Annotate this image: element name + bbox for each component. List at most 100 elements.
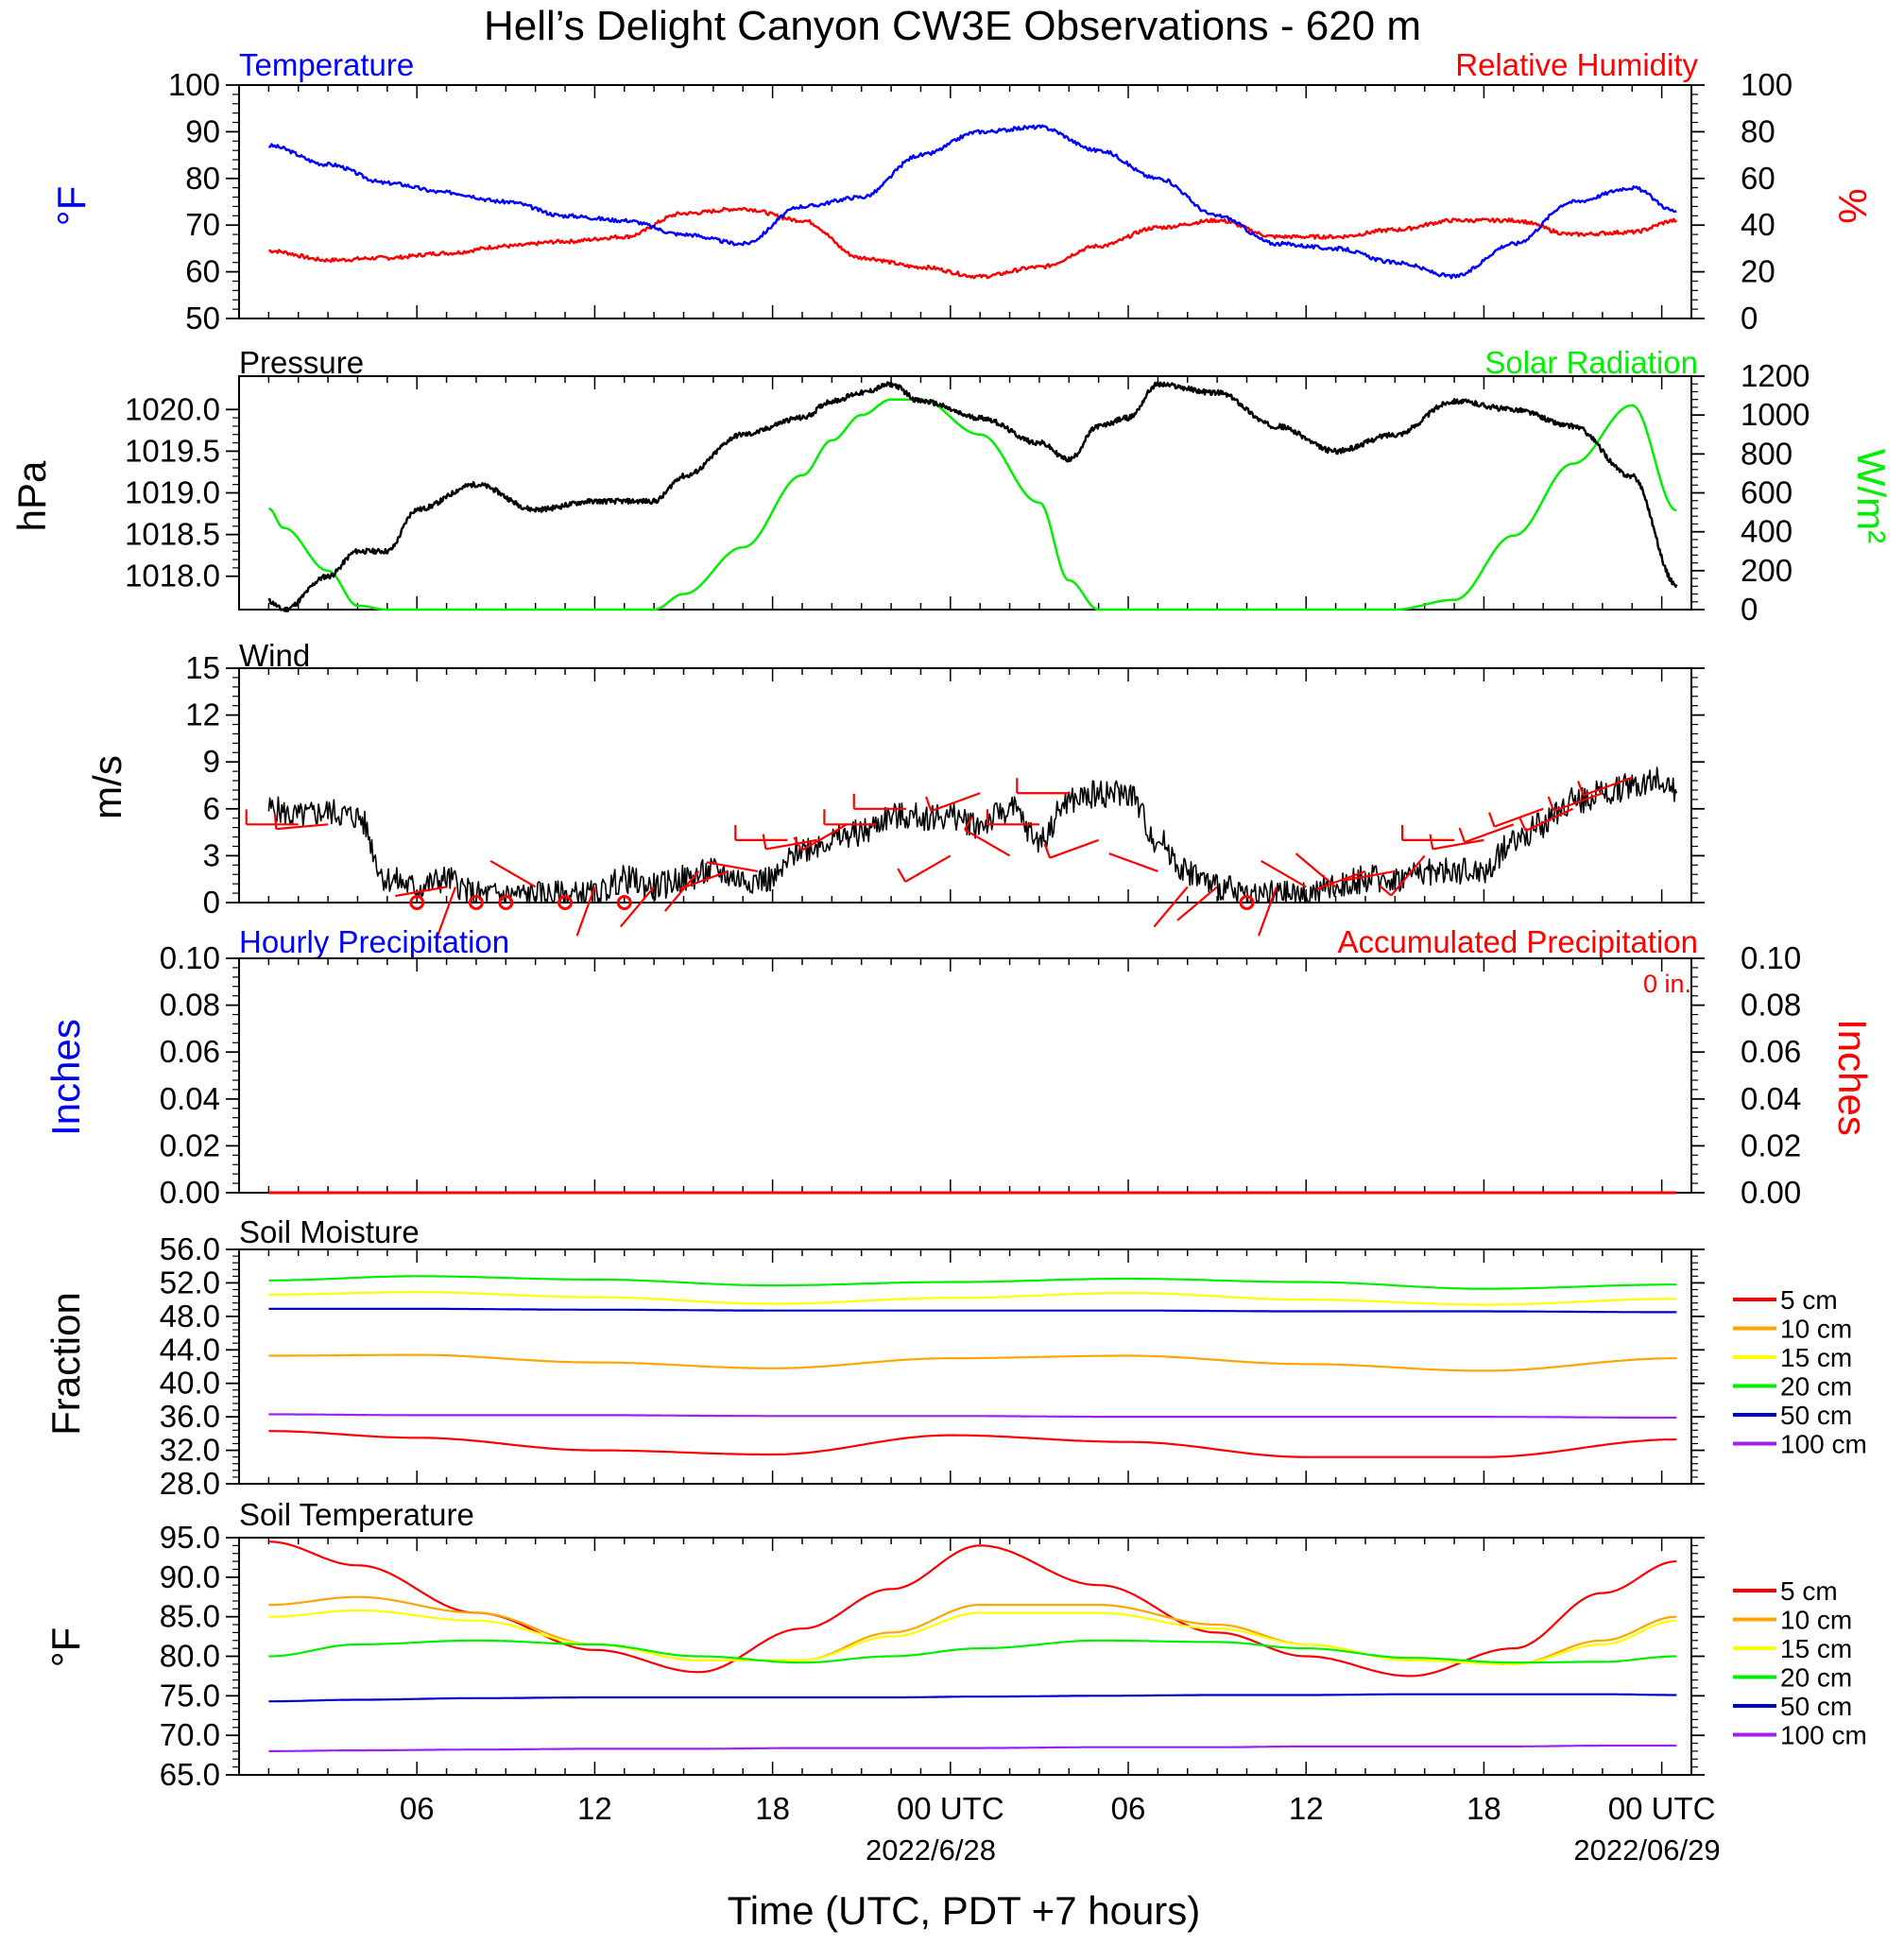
calm-marker — [498, 895, 514, 910]
y-tick-label: 0.08 — [1741, 988, 1801, 1023]
y-tick-label: 1019.0 — [125, 475, 220, 510]
wind-barb — [1343, 869, 1396, 882]
wind-plot: 15 12 9 6 3 0 — [185, 650, 1705, 937]
plot-frame — [238, 957, 1692, 1194]
soil-temperature-line — [268, 1541, 1677, 1678]
accum-precip-label: Accumulated Precipitation — [1337, 924, 1698, 959]
soil-moisture-label: Soil Moisture — [239, 1214, 420, 1249]
solar-axis-title: W/m² — [1849, 449, 1894, 543]
accum-precip-axis-title: Inches — [1830, 1019, 1875, 1136]
wind-barb-flag — [1043, 843, 1052, 859]
y-tick-label: 0.06 — [160, 1034, 220, 1069]
plot-frame — [238, 667, 1692, 904]
soil-moisture-axis-title: Fraction — [43, 1292, 88, 1436]
wind-barb — [663, 870, 700, 912]
y-tick-label: 0.00 — [160, 1175, 220, 1210]
wind-barb-flag — [1577, 781, 1585, 796]
wind-barb — [575, 886, 596, 937]
y-tick-label: 0.08 — [160, 988, 220, 1023]
y-tick-label: 60 — [185, 254, 220, 289]
soil-temperature-axis-title: °F — [43, 1627, 88, 1667]
y-tick-label: 20 — [1741, 254, 1775, 289]
x-tick-label: 00 UTC — [1608, 1791, 1716, 1826]
y-tick-label: 90.0 — [160, 1559, 220, 1594]
solar-line — [268, 398, 1677, 611]
pressure-label: Pressure — [239, 345, 364, 380]
wind-panel: Wind m/s 15 12 9 6 3 0 — [85, 638, 1705, 937]
calm-marker — [468, 895, 484, 910]
wind-barb-flag — [273, 814, 278, 830]
wind-barb-flag — [1458, 827, 1467, 843]
soil-moisture-line — [268, 1430, 1677, 1458]
y-tick-label: 80.0 — [160, 1639, 220, 1674]
wind-barb — [1295, 852, 1337, 888]
y-tick-label: 0.06 — [1741, 1034, 1801, 1069]
temperature-label: Temperature — [239, 47, 414, 82]
y-tick-label: 80 — [185, 161, 220, 196]
legend-label: 5 cm — [1780, 1576, 1838, 1606]
wind-barb-flag — [1518, 817, 1527, 832]
y-tick-label: 85.0 — [160, 1599, 220, 1634]
y-tick-label: 36.0 — [160, 1399, 220, 1434]
soil-temperature-line — [268, 1609, 1677, 1665]
y-tick-label: 100 — [168, 67, 220, 102]
wind-barb — [1552, 792, 1604, 813]
y-tick-label: 32.0 — [160, 1433, 220, 1468]
wind-barb — [1049, 838, 1100, 859]
wind-barb — [437, 886, 457, 937]
y-tick-label: 52.0 — [160, 1265, 220, 1300]
wind-barb — [706, 861, 759, 873]
pressure-solar-plot: 1020.0 1019.5 1019.0 1018.5 1018.0 1200 1000 80… — [125, 358, 1810, 627]
y-tick-label: 0.10 — [160, 940, 220, 975]
temperature-axis-title: °F — [49, 186, 94, 226]
legend-label: 5 cm — [1780, 1285, 1838, 1315]
temperature-line — [268, 124, 1677, 280]
pressure-solar-panel: Pressure Solar Radiation hPa W/m² 1020.0… — [9, 345, 1894, 627]
wind-barb-flag — [793, 836, 803, 852]
wind-barb — [619, 886, 655, 928]
wind-barb — [931, 792, 981, 813]
y-tick-label: 400 — [1741, 514, 1793, 549]
figure-title: Hell’s Delight Canyon CW3E Observations … — [484, 3, 1421, 49]
wind-barb — [800, 823, 848, 852]
calm-marker — [1239, 895, 1255, 910]
wind-axis-title: m/s — [85, 755, 129, 819]
x-tick-label: 18 — [755, 1791, 790, 1826]
y-tick-label: 56.0 — [160, 1231, 220, 1266]
legend-label: 50 cm — [1780, 1401, 1852, 1430]
pressure-line — [267, 381, 1678, 612]
wind-barb — [1153, 886, 1189, 928]
wind-barb-flag — [1487, 812, 1496, 827]
legend-label: 20 cm — [1780, 1372, 1852, 1402]
humidity-label: Relative Humidity — [1455, 47, 1698, 82]
wind-barb — [1464, 823, 1515, 844]
wind-barb-flag — [924, 796, 933, 812]
soil-temperature-line — [268, 1595, 1677, 1665]
y-tick-label: 0.02 — [160, 1127, 220, 1162]
precipitation-plot: 0.10 0.08 0.06 0.04 0.02 0.00 0.10 0.08 0.06 0.04… — [160, 940, 1801, 1210]
legend-label: 50 cm — [1780, 1692, 1852, 1721]
y-tick-label: 15 — [185, 650, 220, 685]
accum-precip-total: 0 in. — [1643, 970, 1691, 998]
y-tick-label: 40 — [1741, 207, 1775, 242]
wind-barb-flag — [1547, 796, 1555, 812]
y-tick-label: 80 — [1741, 113, 1775, 148]
y-tick-label: 0.10 — [1741, 940, 1801, 975]
wind-barb — [765, 838, 817, 851]
wind-barb — [1176, 886, 1218, 921]
wind-barb — [395, 886, 447, 898]
soil-temperature-panel: Soil Temperature °F 95.0 90.0 85.0 80.0 75.0… — [43, 1497, 1867, 1792]
wind-barb — [1108, 852, 1158, 872]
x-tick-label: 00 UTC — [897, 1791, 1004, 1826]
y-tick-label: 95.0 — [160, 1520, 220, 1555]
y-tick-label: 100 — [1741, 67, 1793, 102]
hourly-precip-label: Hourly Precipitation — [239, 924, 509, 959]
humidity-line — [268, 206, 1678, 280]
y-tick-label: 0.04 — [160, 1081, 220, 1116]
wind-barb — [678, 869, 729, 890]
y-tick-label: 70 — [185, 207, 220, 242]
plot-frame — [238, 84, 1692, 319]
wind-barb-flag — [897, 868, 907, 883]
y-tick-label: 1019.5 — [125, 433, 220, 468]
x-tick-label: 12 — [1289, 1791, 1324, 1826]
